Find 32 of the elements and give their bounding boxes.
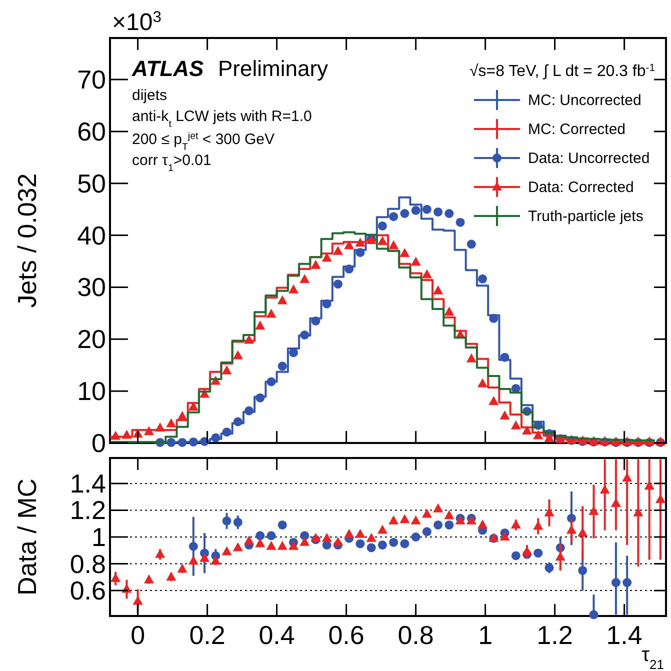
x-tick-label: 1.2 (536, 620, 573, 650)
x-tick-label: 0 (130, 620, 146, 650)
x-tick-label: 0.4 (258, 620, 295, 650)
legend-label: MC: Corrected (528, 121, 626, 138)
annotation: dijets (132, 87, 168, 104)
x-axis-title: τ$_{21}$ (642, 644, 664, 671)
y-tick-label: 0 (92, 428, 106, 458)
x-tick-label: 0.2 (189, 620, 226, 650)
legend-label: Data: Corrected (528, 179, 634, 196)
legend-label: Truth-particle jets (528, 208, 644, 225)
y-tick-label: 60 (77, 116, 106, 146)
y-tick-label: 30 (77, 272, 106, 302)
y-tick-label: 10 (77, 376, 106, 406)
x-tick-label: 0.8 (398, 620, 434, 650)
x-tick-label: 0.6 (328, 620, 364, 650)
annotation: 200 ≤ p$_{T}$$^{jet}$ < 300 GeV (132, 130, 275, 152)
legend-label: MC: Uncorrected (528, 92, 642, 109)
y-tick-label: 50 (77, 168, 106, 198)
y-tick-label: 20 (77, 324, 106, 354)
annotation: √s=8 TeV, ∫ L dt = 20.3 fb$^{-1}$ (469, 62, 656, 80)
x-tick-label: 1 (478, 620, 493, 650)
annotation: Preliminary (218, 56, 328, 81)
x-tick-label: 1.4 (606, 620, 642, 650)
annotation: anti-k$_{t}$ LCW jets with R=1.0 (132, 108, 312, 130)
y-tick-label: 40 (77, 220, 106, 250)
y-tick-label: 70 (77, 64, 106, 95)
y-axis-title: Data / MC (12, 478, 42, 596)
text: ×10$^{3}$ (112, 8, 162, 36)
legend-label: Data: Uncorrected (528, 150, 650, 167)
y-axis-title: Jets / 0.032 (12, 173, 42, 308)
annotation: ATLAS (131, 56, 204, 81)
annotation: corr τ$_{1}$>0.01 (132, 152, 212, 174)
